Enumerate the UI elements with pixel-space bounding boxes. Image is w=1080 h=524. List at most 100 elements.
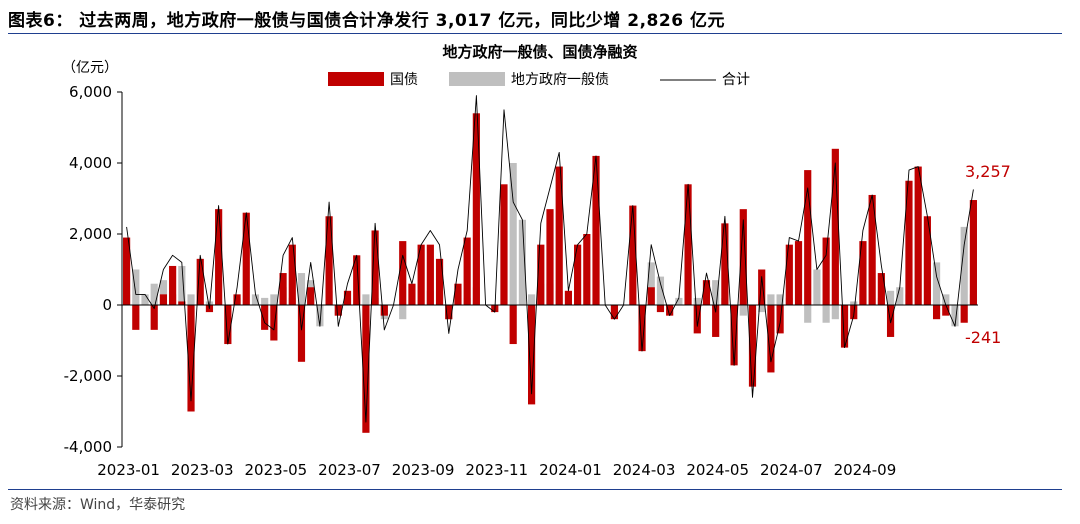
bar-treasury [187, 305, 195, 412]
x-tick-label: 2024-01 [539, 461, 602, 479]
bar-treasury [877, 273, 885, 305]
bar-treasury [325, 216, 333, 305]
bar-treasury [454, 283, 462, 305]
bar-treasury [297, 305, 306, 362]
bar-treasury [528, 305, 536, 405]
line-total [126, 95, 974, 423]
source-note: 资料来源：Wind，华泰研究 [10, 497, 186, 513]
bar-local [316, 305, 324, 327]
x-tick-label: 2023-09 [392, 461, 455, 479]
bar-treasury [721, 223, 729, 305]
bar-treasury [224, 305, 232, 345]
annotation-treasury-last: 3,257 [965, 162, 1011, 181]
bar-local [942, 294, 950, 305]
bar-treasury [472, 113, 480, 305]
bar-treasury [215, 209, 223, 305]
bar-treasury [592, 155, 600, 305]
bar-local [132, 269, 140, 305]
y-tick-label: -2,000 [64, 367, 112, 385]
bar-treasury [684, 184, 692, 305]
bar-local [528, 294, 536, 305]
bar-local [932, 262, 941, 305]
y-tick-label: 0 [102, 296, 112, 314]
bar-treasury [666, 305, 674, 316]
bar-local [767, 294, 775, 305]
bar-treasury [362, 305, 370, 433]
bar-treasury [159, 294, 168, 305]
bar-treasury [794, 241, 803, 305]
bar-local [776, 294, 784, 305]
bar-local [804, 305, 812, 323]
bar-treasury [445, 305, 453, 320]
bar-treasury [123, 237, 131, 305]
bar-treasury [196, 258, 204, 305]
bar-treasury [822, 237, 830, 305]
bar-local [150, 283, 158, 305]
bar-treasury [270, 305, 278, 341]
legend-swatch-local [449, 72, 505, 86]
x-tick-label: 2023-03 [171, 461, 234, 479]
bar-treasury [656, 305, 665, 313]
bar-treasury [767, 305, 775, 373]
bar-local [656, 276, 665, 305]
bar-local [178, 265, 186, 305]
bar-treasury [712, 305, 720, 337]
chart-title: 地方政府一般债、国债净融资 [442, 43, 637, 61]
bar-treasury [923, 216, 931, 305]
bar-treasury [785, 244, 793, 305]
annotation-local-last: -241 [965, 328, 1001, 347]
bar-local [712, 280, 720, 305]
series-total-line [126, 95, 974, 423]
bar-treasury [178, 301, 186, 305]
bar-local [758, 305, 766, 313]
top-rule [8, 33, 1062, 34]
bar-local [813, 269, 821, 305]
bar-treasury [610, 305, 619, 320]
bar-treasury [132, 305, 140, 330]
series-treasury-bars [123, 113, 977, 433]
bar-treasury [758, 269, 766, 305]
x-tick-label: 2023-07 [318, 461, 381, 479]
bar-treasury [859, 241, 867, 305]
bar-treasury [564, 290, 572, 305]
bar-treasury [353, 255, 361, 305]
bar-local [886, 290, 895, 305]
x-tick-label: 2023-05 [245, 461, 308, 479]
y-tick-label: 2,000 [69, 225, 112, 243]
bar-treasury [500, 184, 508, 305]
bar-treasury [399, 241, 407, 305]
bar-treasury [702, 280, 711, 305]
x-tick-label: 2023-11 [465, 461, 528, 479]
bar-local [951, 305, 959, 327]
bar-local [896, 287, 904, 305]
bar-treasury [509, 305, 517, 345]
bar-treasury [279, 273, 287, 305]
bar-treasury [343, 290, 352, 305]
bar-local [693, 297, 701, 305]
bar-treasury [840, 305, 849, 348]
bar-treasury [932, 305, 941, 320]
y-unit-label: （亿元） [62, 60, 118, 76]
bar-treasury [583, 234, 591, 305]
bar-local [362, 294, 370, 305]
bar-treasury [307, 287, 315, 305]
bottom-rule [8, 489, 1062, 490]
bar-treasury [150, 305, 158, 330]
bar-local [509, 163, 517, 305]
bar-local [831, 305, 839, 320]
bar-treasury [969, 200, 977, 305]
bar-local [675, 297, 683, 305]
bar-treasury [242, 212, 250, 305]
y-axis: 6,000 4,000 2,000 0 -2,000 -4,000 [64, 83, 123, 456]
bar-treasury [647, 287, 655, 305]
x-tick-label: 2024-07 [760, 461, 823, 479]
bar-local [261, 297, 269, 305]
bar-treasury [380, 305, 388, 316]
bar-treasury [730, 305, 738, 366]
bar-treasury [546, 209, 554, 305]
legend: 国债 地方政府一般债 合计 [328, 72, 750, 88]
y-tick-label: 4,000 [69, 154, 112, 172]
bar-treasury [831, 148, 839, 305]
bar-local [647, 262, 655, 305]
bar-treasury [804, 170, 812, 305]
